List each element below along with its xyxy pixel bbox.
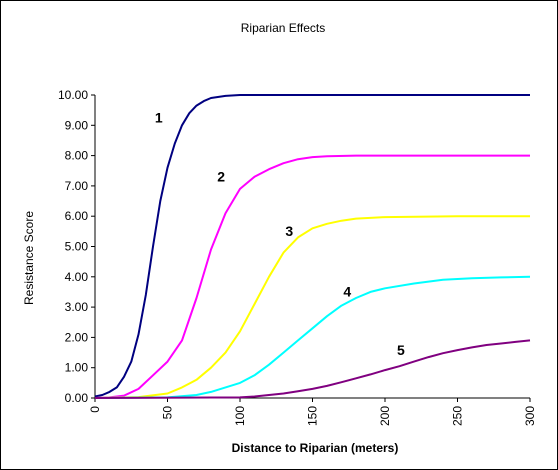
y-tick-label: 0.00 xyxy=(65,391,89,405)
series-line-3 xyxy=(94,215,530,399)
series-label-3: 3 xyxy=(285,223,293,239)
y-tick-label: 4.00 xyxy=(65,270,89,284)
y-tick-label: 9.00 xyxy=(65,118,89,132)
y-tick-label: 3.00 xyxy=(65,300,89,314)
series-line-5 xyxy=(94,339,531,399)
x-tick-label: 150 xyxy=(306,406,320,426)
y-tick-label: 7.00 xyxy=(65,179,89,193)
y-tick-label: 10.00 xyxy=(58,88,88,102)
series-label-2: 2 xyxy=(217,168,225,184)
series-label-1: 1 xyxy=(155,109,163,125)
chart-title: Riparian Effects xyxy=(241,21,326,35)
y-tick-label: 6.00 xyxy=(65,209,89,223)
x-tick-label: 250 xyxy=(451,406,465,426)
x-axis-label: Distance to Riparian (meters) xyxy=(232,441,399,455)
axes: 0.00 1.00 2.00 3.00 4.00 5.00 6.00 7.00 8.00 9.00… xyxy=(58,88,537,426)
series-line-1 xyxy=(94,94,530,398)
y-axis-label: Resistance Score xyxy=(22,211,36,305)
x-tick-label: 300 xyxy=(523,406,537,426)
series-label-4: 4 xyxy=(343,283,351,299)
series-label-5: 5 xyxy=(397,342,405,358)
series-layer: 1 2 3 4 5 xyxy=(94,94,531,399)
y-tick-label: 8.00 xyxy=(65,149,89,163)
y-tick-label: 1.00 xyxy=(65,361,89,375)
x-tick-label: 0 xyxy=(88,406,102,413)
y-tick-label: 2.00 xyxy=(65,330,89,344)
series-line-4 xyxy=(94,275,531,399)
x-tick-label: 100 xyxy=(233,406,247,426)
y-tick-label: 5.00 xyxy=(65,240,89,254)
x-tick-label: 200 xyxy=(378,406,392,426)
series-line-2 xyxy=(94,154,530,399)
x-tick-label: 50 xyxy=(161,406,175,420)
